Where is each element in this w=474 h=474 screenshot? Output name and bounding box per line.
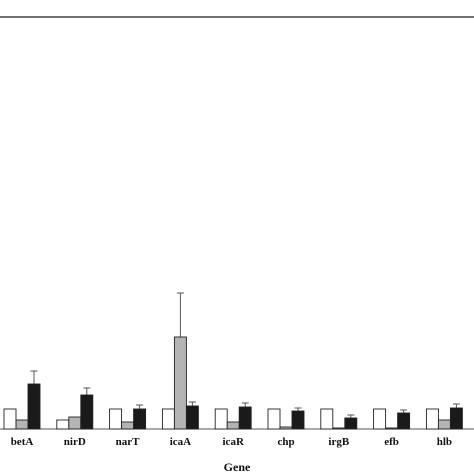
x-tick-label: irgB: [328, 436, 349, 448]
black-bar-hlb: [449, 407, 463, 430]
x-tick-label: chp: [277, 436, 294, 448]
black-bar-nirD: [80, 394, 94, 430]
x-tick-label: efb: [384, 436, 399, 448]
black-bar-efb: [397, 412, 411, 430]
x-tick-label: icaA: [170, 436, 191, 448]
white-bar-narT: [109, 408, 123, 430]
black-bar-icaA: [185, 405, 199, 430]
chart-marks: [3, 292, 463, 430]
black-bar-chp: [291, 410, 305, 430]
x-tick-label: betA: [11, 436, 34, 448]
black-bar-narT: [133, 408, 147, 430]
black-bar-betA: [27, 383, 41, 430]
gray-bar-hlb: [437, 419, 451, 430]
white-bar-efb: [373, 408, 387, 430]
x-tick-label: icaR: [223, 436, 245, 448]
gray-bar-nirD: [68, 416, 82, 430]
white-bar-betA: [3, 408, 17, 430]
x-tick-label: narT: [116, 436, 141, 448]
gray-bar-betA: [15, 419, 29, 430]
gray-bar-chp: [279, 426, 293, 430]
white-bar-icaA: [161, 408, 175, 430]
x-axis-title: Gene: [224, 460, 251, 474]
white-bar-nirD: [56, 419, 70, 430]
gray-bar-efb: [385, 427, 399, 430]
gray-bar-icaA: [173, 336, 187, 430]
white-bar-irgB: [320, 408, 334, 430]
white-bar-hlb: [425, 408, 439, 430]
x-tick-label: hlb: [437, 436, 452, 448]
x-tick-label: nirD: [64, 436, 86, 448]
black-bar-irgB: [344, 417, 358, 430]
white-bar-chp: [267, 408, 281, 430]
gray-bar-irgB: [332, 427, 346, 430]
white-bar-icaR: [214, 408, 228, 430]
gray-bar-icaR: [226, 421, 240, 430]
tick-labels: betA nirD narT icaA icaR chp irgB efb hlb: [11, 436, 452, 448]
gray-bar-narT: [121, 421, 135, 430]
black-bar-icaR: [238, 406, 252, 430]
